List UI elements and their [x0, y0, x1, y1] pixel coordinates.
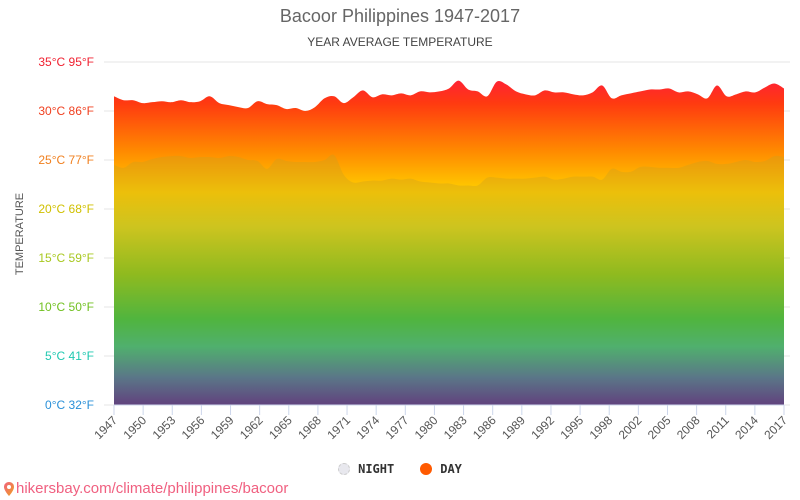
source-url: hikersbay.com/climate/philippines/bacoor — [16, 480, 289, 497]
svg-text:2002: 2002 — [616, 413, 645, 442]
legend: NIGHT DAY — [0, 462, 800, 476]
legend-day-label: DAY — [440, 462, 462, 476]
svg-text:5°C 41°F: 5°C 41°F — [45, 349, 94, 363]
svg-text:0°C 32°F: 0°C 32°F — [45, 398, 94, 412]
svg-text:1965: 1965 — [266, 413, 295, 442]
svg-text:1947: 1947 — [91, 413, 120, 442]
legend-night-label: NIGHT — [358, 462, 395, 476]
svg-text:1962: 1962 — [237, 413, 266, 442]
svg-text:1992: 1992 — [528, 413, 557, 442]
day-area[interactable] — [114, 80, 784, 406]
svg-text:2005: 2005 — [645, 413, 674, 442]
legend-item-night[interactable]: NIGHT — [338, 462, 394, 476]
svg-text:2014: 2014 — [732, 413, 761, 442]
night-dot-icon — [338, 463, 351, 475]
legend-item-day[interactable]: DAY — [420, 462, 462, 476]
svg-text:1998: 1998 — [587, 413, 616, 442]
y-axis-labels: 0°C 32°F 5°C 41°F 10°C 50°F 15°C 59°F 20°C 6… — [38, 55, 94, 412]
svg-text:1983: 1983 — [441, 413, 470, 442]
svg-text:2017: 2017 — [761, 413, 790, 442]
svg-text:2011: 2011 — [704, 413, 732, 441]
map-pin-icon — [4, 481, 14, 496]
source-link[interactable]: hikersbay.com/climate/philippines/bacoor — [4, 480, 288, 497]
svg-text:1986: 1986 — [470, 413, 499, 442]
svg-text:15°C 59°F: 15°C 59°F — [38, 251, 94, 265]
svg-text:20°C 68°F: 20°C 68°F — [38, 202, 94, 216]
svg-text:35°C 95°F: 35°C 95°F — [38, 55, 94, 69]
svg-text:1968: 1968 — [295, 413, 324, 442]
svg-text:1977: 1977 — [383, 413, 412, 442]
svg-text:10°C 50°F: 10°C 50°F — [38, 300, 94, 314]
svg-text:1956: 1956 — [179, 413, 208, 442]
svg-text:1950: 1950 — [120, 413, 149, 442]
chart-subtitle: YEAR AVERAGE TEMPERATURE — [307, 35, 493, 49]
svg-text:1974: 1974 — [354, 413, 383, 442]
svg-text:1953: 1953 — [150, 413, 179, 442]
day-dot-icon — [420, 463, 433, 475]
night-area[interactable] — [114, 154, 784, 405]
svg-text:1980: 1980 — [412, 413, 441, 442]
svg-text:1959: 1959 — [208, 413, 237, 442]
x-axis-labels: 1947 1950 1953 1956 1959 1962 1965 1968 1971 1974… — [91, 405, 790, 442]
svg-text:30°C 86°F: 30°C 86°F — [38, 104, 94, 118]
area-chart: 0°C 32°F 5°C 41°F 10°C 50°F 15°C 59°F 20°C 6… — [38, 55, 790, 442]
chart-title: Bacoor Philippines 1947-2017 — [279, 6, 521, 26]
svg-text:2008: 2008 — [674, 413, 703, 442]
svg-text:1989: 1989 — [499, 413, 528, 442]
svg-text:1971: 1971 — [324, 413, 353, 442]
svg-text:25°C 77°F: 25°C 77°F — [38, 153, 94, 167]
svg-text:1995: 1995 — [557, 413, 586, 442]
